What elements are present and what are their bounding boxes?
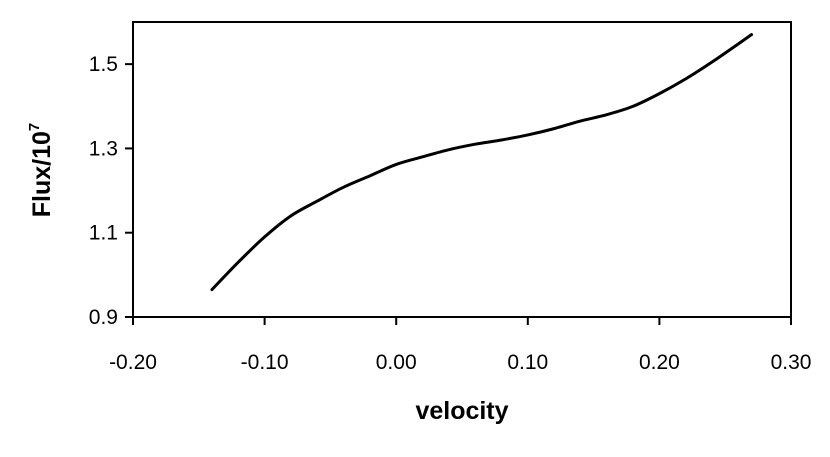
x-tick-label: 0.30 [771, 351, 812, 374]
x-tick-label: -0.20 [109, 351, 157, 374]
y-axis-ticks: 0.9 1.1 1.3 1.5 [89, 53, 133, 329]
y-axis-title-base: Flux/10 [28, 131, 56, 217]
y-axis-title-superscript: 7 [26, 123, 43, 131]
y-tick-label: 1.1 [89, 222, 118, 245]
y-tick-label: 1.5 [89, 53, 118, 76]
x-tick-label: 0.10 [507, 351, 548, 374]
x-axis-ticks: -0.20 -0.10 0.00 0.10 0.20 0.30 [109, 317, 811, 374]
x-tick-label: -0.10 [241, 351, 289, 374]
y-axis-title: Flux/107 [26, 123, 56, 218]
x-tick-label: 0.00 [376, 351, 417, 374]
x-tick-label: 0.20 [639, 351, 680, 374]
series-group [210, 33, 754, 292]
y-tick-label: 0.9 [89, 306, 118, 329]
series-line [210, 33, 754, 292]
plot-area-frame [132, 21, 792, 318]
y-tick-label: 1.3 [89, 137, 118, 160]
x-axis-title: velocity [415, 397, 508, 425]
